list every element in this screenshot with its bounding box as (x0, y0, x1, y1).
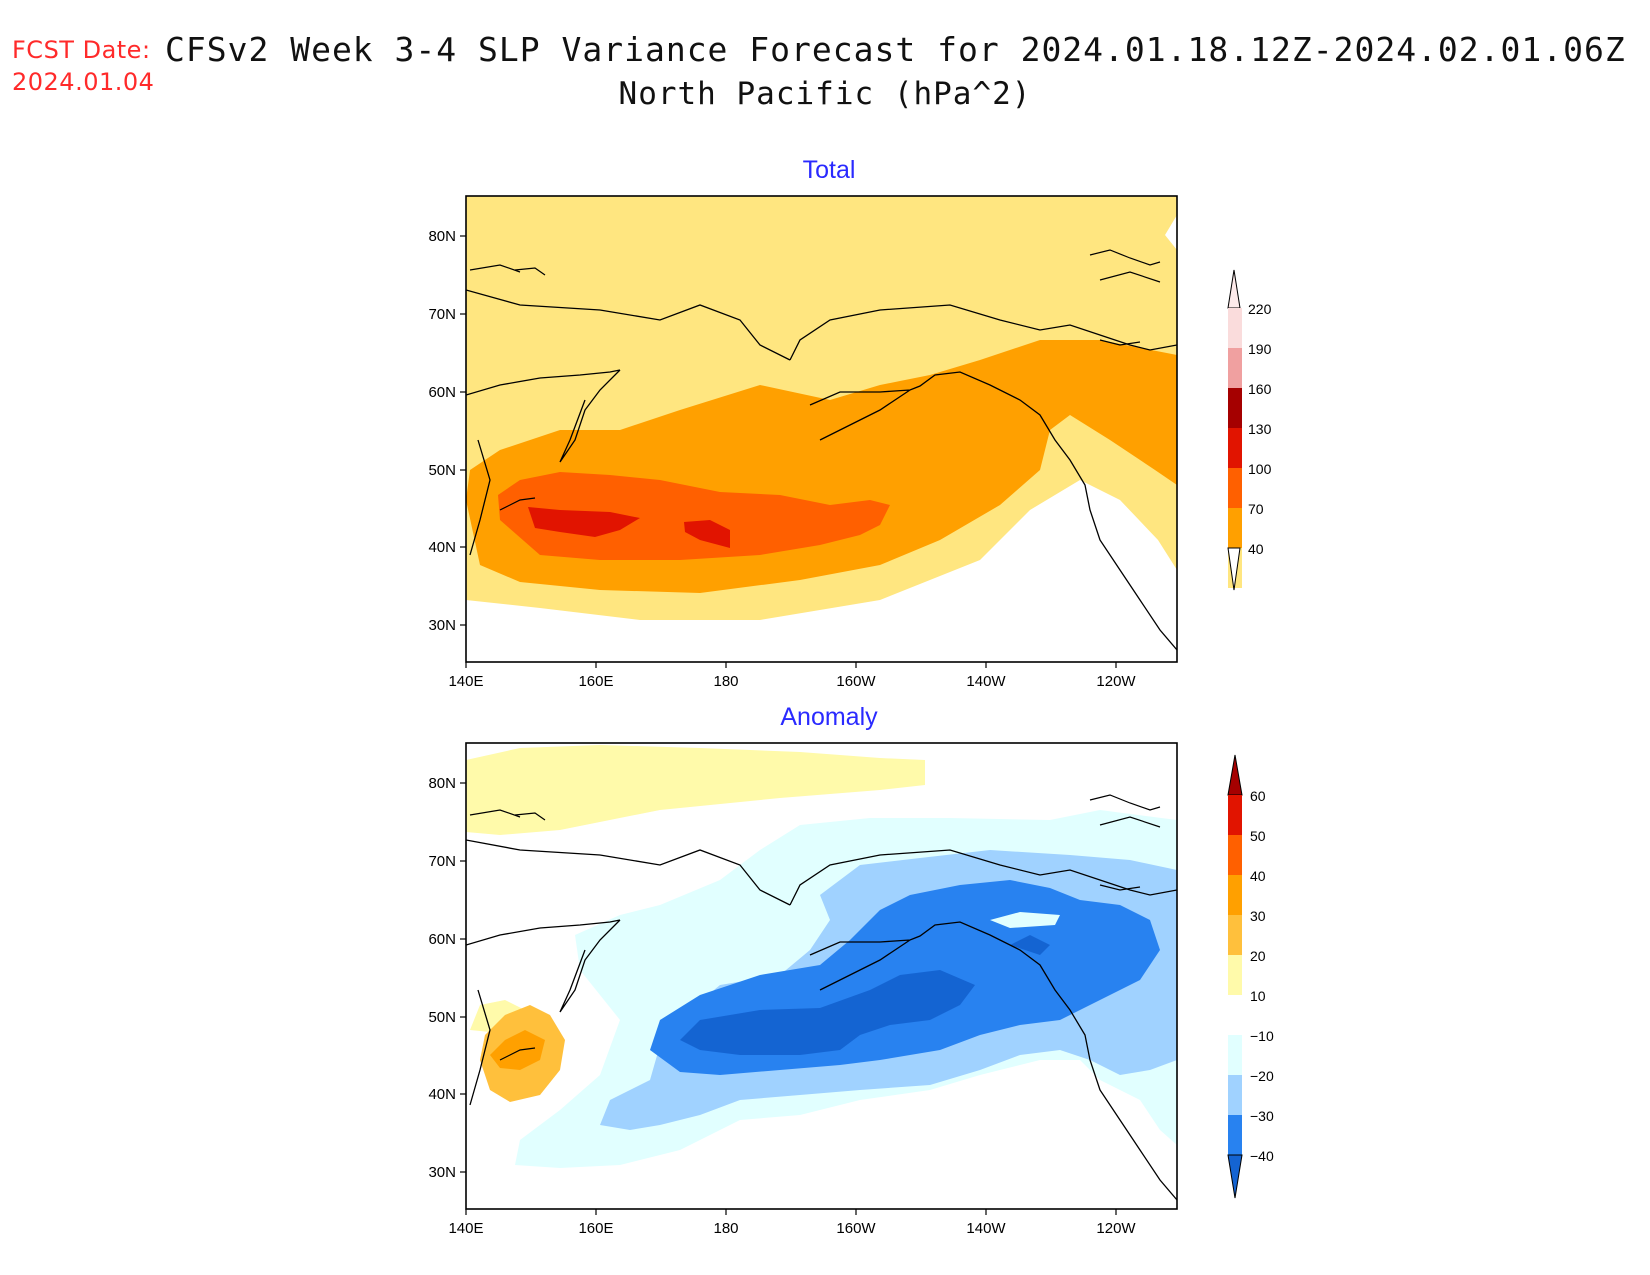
anomaly-colorbar-labels: 60 50 40 30 20 10 −10 −20 −30 −40 (1250, 788, 1274, 1164)
anomaly-cbar-label-neg10: −10 (1250, 1028, 1274, 1044)
total-variance-field (466, 196, 1177, 662)
panel-title-total: Total (803, 156, 856, 184)
lat-label-70n-b: 70N (428, 853, 456, 870)
total-cbar-label-220: 220 (1248, 301, 1272, 317)
lon-label-120w-b: 120W (1096, 1220, 1136, 1237)
total-cbar-70-100 (1228, 468, 1242, 508)
lon-label-140w: 140W (966, 673, 1006, 690)
anomaly-colorbar-top-arrow (1227, 754, 1243, 796)
total-cbar-label-190: 190 (1248, 341, 1272, 357)
anomaly-shade-pos-10-20-arctic (466, 745, 925, 835)
total-cbar-label-160: 160 (1248, 381, 1272, 397)
total-cbar-label-130: 130 (1248, 421, 1272, 437)
total-colorbar: 220 190 160 130 100 70 40 (1227, 269, 1272, 591)
anomaly-cbar-label-10: 10 (1250, 988, 1266, 1004)
anomaly-hole-white (990, 912, 1060, 928)
anomaly-cbar-label-60: 60 (1250, 788, 1266, 804)
lat-label-80n-b: 80N (428, 775, 456, 792)
total-cbar-100-130 (1228, 428, 1242, 468)
total-cbar-160-190 (1228, 348, 1242, 388)
anomaly-cbar-neg20-30 (1228, 1075, 1242, 1115)
anomaly-islands (469, 794, 1161, 1061)
total-shade-100-130 (498, 472, 890, 560)
anomaly-field (466, 743, 1177, 1209)
lat-label-60n-b: 60N (428, 931, 456, 948)
lon-label-160e-b: 160E (578, 1220, 613, 1237)
anomaly-shade-neg-below-40 (680, 935, 1050, 1055)
anomaly-lat-labels: 80N 70N 60N 50N 40N 30N (428, 775, 456, 1181)
lon-label-140e-b: 140E (448, 1220, 483, 1237)
main-title: CFSv2 Week 3-4 SLP Variance Forecast for… (165, 30, 1626, 69)
total-colorbar-top-arrow (1227, 269, 1241, 309)
lon-label-160w: 160W (836, 673, 876, 690)
lon-label-160w-b: 160W (836, 1220, 876, 1237)
total-shade-130-160 (528, 507, 730, 548)
anomaly-shade-pos-30-40 (490, 1030, 545, 1070)
total-map-frame (465, 195, 1178, 663)
lon-label-180-b: 180 (713, 1220, 738, 1237)
total-colorbar-labels: 220 190 160 130 100 70 40 (1248, 301, 1272, 557)
sub-title: North Pacific (hPa^2) (618, 76, 1032, 112)
anomaly-cbar-40-50 (1228, 835, 1242, 875)
anomaly-cbar-50-60 (1228, 795, 1242, 835)
total-coastlines (466, 289, 1177, 651)
lon-label-120w: 120W (1096, 673, 1136, 690)
panel-title-anomaly: Anomaly (780, 703, 878, 731)
total-lat-labels: 80N 70N 60N 50N 40N 30N (428, 228, 456, 634)
anomaly-lon-labels: 140E 160E 180 160W 140W 120W (448, 1220, 1136, 1237)
lon-label-140w-b: 140W (966, 1220, 1006, 1237)
total-cbar-label-100: 100 (1248, 461, 1272, 477)
anomaly-cbar-label-20: 20 (1250, 948, 1266, 964)
lat-label-30n: 30N (428, 617, 456, 634)
total-cbar-40-70 (1228, 508, 1242, 548)
lat-label-70n: 70N (428, 306, 456, 323)
lat-label-50n-b: 50N (428, 1009, 456, 1026)
anomaly-cbar-neutral (1228, 995, 1242, 1035)
anomaly-colorbar-bottom-arrow (1227, 1154, 1243, 1199)
anomaly-cbar-label-30: 30 (1250, 908, 1266, 924)
anomaly-map-frame (465, 742, 1178, 1210)
total-cbar-label-40: 40 (1248, 541, 1264, 557)
lat-label-30n-b: 30N (428, 1164, 456, 1181)
anomaly-lon-ticks (465, 1209, 1117, 1215)
lon-label-140e: 140E (448, 673, 483, 690)
lon-label-180: 180 (713, 673, 738, 690)
lat-label-60n: 60N (428, 384, 456, 401)
fcst-date-value: 2024.01.04 (12, 68, 155, 96)
total-lon-ticks (465, 662, 1117, 668)
anomaly-lat-ticks (460, 782, 466, 1173)
anomaly-cbar-20-30 (1228, 915, 1242, 955)
lat-label-40n-b: 40N (428, 1086, 456, 1103)
lon-label-160e: 160E (578, 673, 613, 690)
anomaly-cbar-label-neg40: −40 (1250, 1148, 1274, 1164)
anomaly-cbar-label-neg30: −30 (1250, 1108, 1274, 1124)
anomaly-cbar-neg30-40 (1228, 1115, 1242, 1155)
total-lat-ticks (460, 235, 466, 626)
total-cbar-190-220 (1228, 308, 1242, 348)
anomaly-cbar-neg10-20 (1228, 1035, 1242, 1075)
total-colorbar-bottom-arrow (1227, 547, 1241, 591)
total-islands (469, 249, 1161, 511)
anomaly-colorbar: 60 50 40 30 20 10 −10 −20 −30 −40 (1227, 754, 1274, 1199)
anomaly-cbar-30-40 (1228, 875, 1242, 915)
lat-label-40n: 40N (428, 539, 456, 556)
anomaly-coastlines (466, 839, 1177, 1201)
total-cbar-label-70: 70 (1248, 501, 1264, 517)
lat-label-80n: 80N (428, 228, 456, 245)
fcst-date-label: FCST Date: (12, 36, 151, 64)
lat-label-50n: 50N (428, 462, 456, 479)
total-cbar-130-160 (1228, 388, 1242, 428)
anomaly-cbar-10-20 (1228, 955, 1242, 995)
anomaly-cbar-label-neg20: −20 (1250, 1068, 1274, 1084)
total-lon-labels: 140E 160E 180 160W 140W 120W (448, 673, 1136, 690)
anomaly-cbar-label-50: 50 (1250, 828, 1266, 844)
anomaly-cbar-label-40: 40 (1250, 868, 1266, 884)
